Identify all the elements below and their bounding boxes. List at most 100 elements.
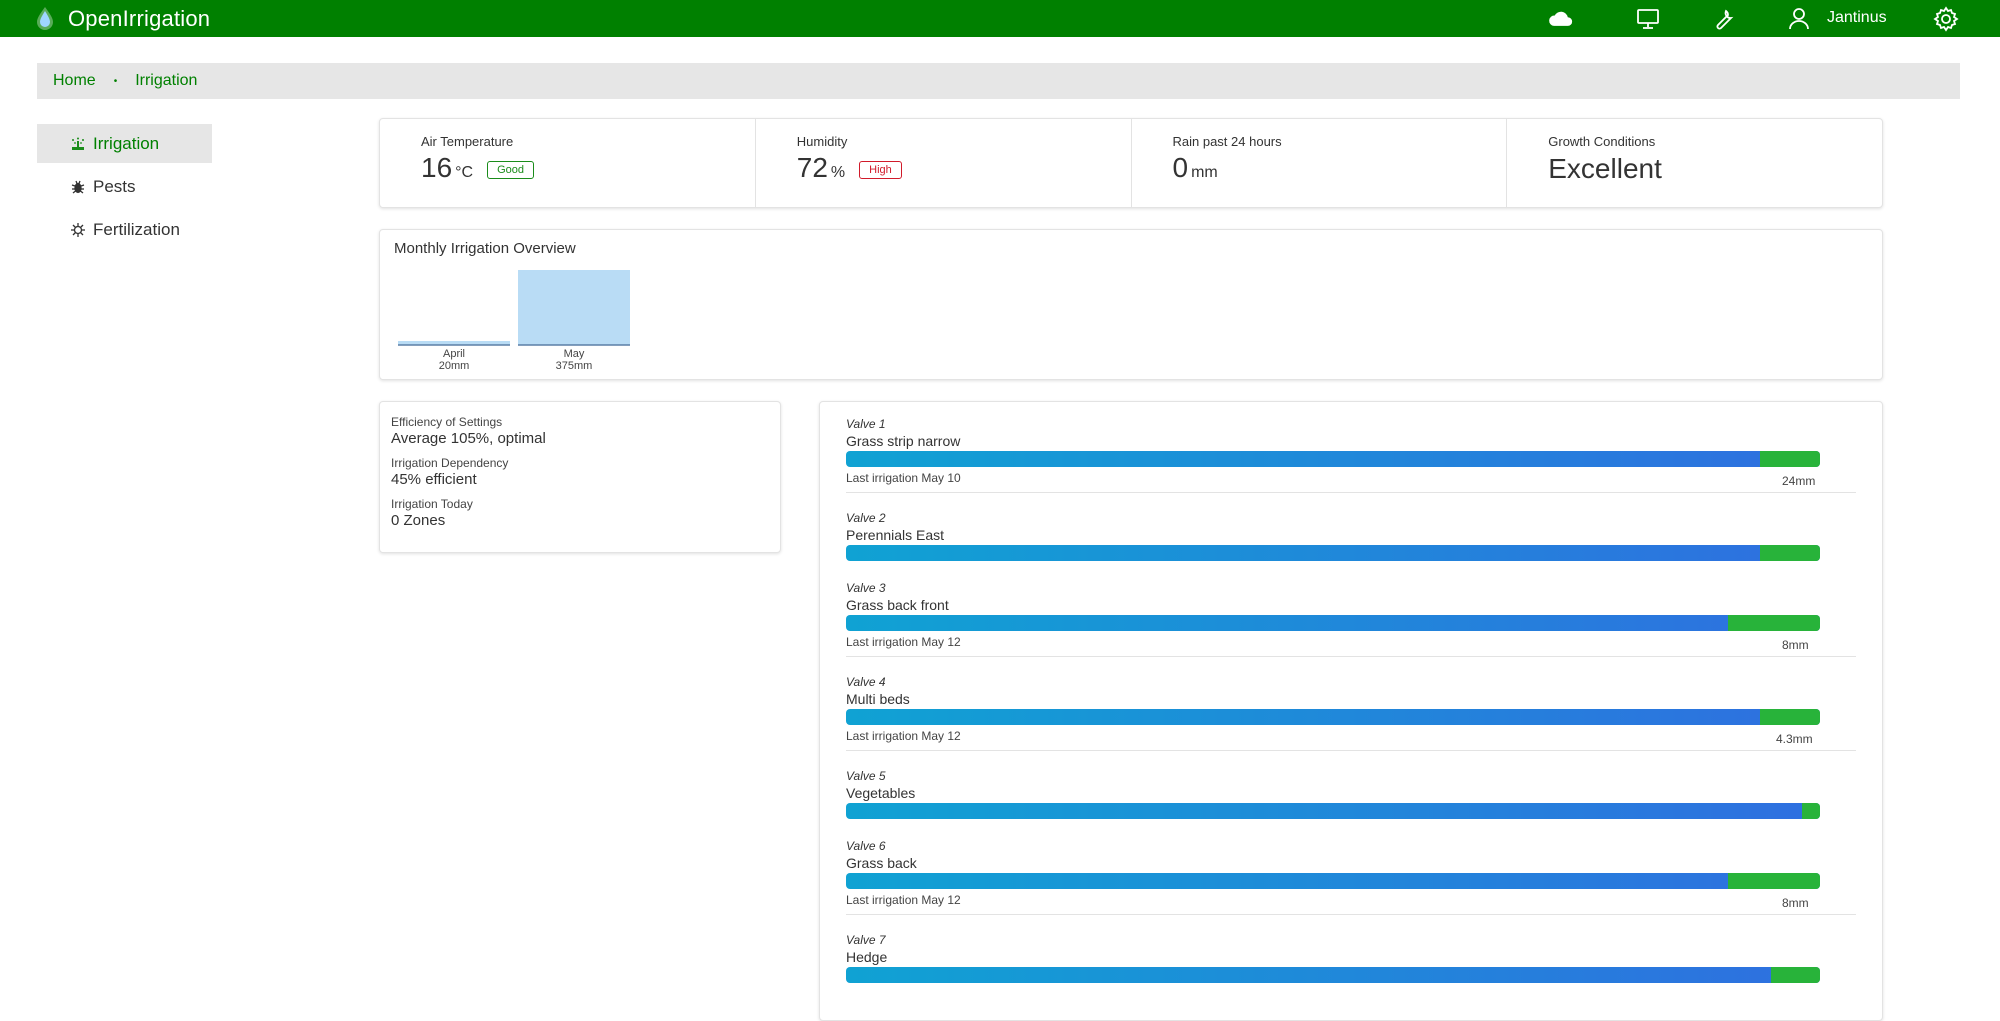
irrigation-summary-card: Efficiency of Settings Average 105%, opt… [379,401,781,553]
breadcrumb-current[interactable]: Irrigation [135,72,198,89]
divider [846,750,1856,751]
valve-name: Grass back front [846,597,949,613]
weather-stats-card: Air Temperature 16 °C Good Humidity 72 %… [379,118,1883,208]
sidebar-item-irrigation[interactable]: Irrigation [37,124,212,163]
wrench-icon[interactable] [1711,6,1737,32]
stat-label: Humidity [796,134,848,149]
stat-value: 72 [796,152,828,183]
dependency-value: 45% efficient [391,471,477,488]
valve-item[interactable]: Valve 7 Hedge [846,915,1856,983]
chart-tick-label: April [443,348,465,360]
last-irrigation: Last irrigation May 12 [846,635,961,649]
irrigation-amount: 8mm [1782,896,1809,910]
monthly-irrigation-chart-card: Monthly Irrigation Overview April 20mm May… [379,229,1883,380]
stat-label: Rain past 24 hours [1172,134,1282,149]
stat-value: 0 [1172,152,1189,183]
humidity-stat: Humidity 72 % High [756,119,1132,207]
sprinkler-icon [70,136,86,152]
weather-cloud-icon[interactable] [1547,6,1573,32]
sidebar-item-fertilization[interactable]: Fertilization [37,210,212,249]
valve-progress-fill [1801,803,1820,819]
bug-icon [70,179,86,195]
valve-progress-bar [846,803,1820,819]
monitor-icon[interactable] [1635,6,1661,32]
stat-unit: mm [1191,164,1218,181]
growth-conditions-stat: Growth Conditions Excellent [1507,119,1882,207]
valve-name: Hedge [846,949,888,965]
valve-number: Valve 7 [846,933,886,947]
valve-progress-fill [1759,451,1820,467]
chart-data-label: 375mm [556,360,593,372]
valve-item[interactable]: Valve 1 Grass strip narrow Last irrigati… [846,402,1856,493]
valve-item[interactable]: Valve 3 Grass back front Last irrigation… [846,561,1856,657]
valve-number: Valve 6 [846,839,886,853]
air-temperature-stat: Air Temperature 16 °C Good [380,119,756,207]
status-badge: Good [487,161,535,179]
valve-name: Grass back [846,855,917,871]
valve-name: Perennials East [846,527,945,543]
user-icon[interactable] [1786,6,1812,32]
chart-bar-april[interactable] [398,341,510,345]
status-badge: High [859,161,902,179]
valve-progress-fill [1771,967,1820,983]
last-irrigation: Last irrigation May 12 [846,729,961,743]
stat-label: Air Temperature [421,134,514,149]
valve-progress-fill [1728,873,1820,889]
rain-stat: Rain past 24 hours 0 mm [1132,119,1508,207]
valves-card: Valve 1 Grass strip narrow Last irrigati… [819,401,1883,1021]
valve-number: Valve 4 [846,675,886,689]
divider [846,492,1856,493]
efficiency-value: Average 105%, optimal [391,430,546,447]
last-irrigation: Last irrigation May 10 [846,471,961,485]
chart-tick-label: May [564,348,585,360]
valve-name: Vegetables [846,785,916,801]
valve-number: Valve 5 [846,769,886,783]
valve-progress-fill [1728,615,1820,631]
valve-progress-bar [846,615,1820,631]
valve-progress-bar [846,709,1820,725]
stat-value: Excellent [1548,153,1662,184]
sidebar: Irrigation Pests Fertilization [37,124,212,253]
today-value: 0 Zones [391,512,446,529]
water-drop-icon [37,6,53,30]
valve-progress-fill [1759,709,1820,725]
today-label: Irrigation Today [391,497,473,511]
irrigation-amount: 24mm [1782,474,1816,488]
virus-icon [70,222,86,238]
irrigation-amount: 8mm [1782,638,1809,652]
divider [846,914,1856,915]
chart-title: Monthly Irrigation Overview [394,240,576,257]
brand[interactable]: OpenIrrigation [34,6,210,32]
valve-progress-bar [846,873,1820,889]
valve-name: Multi beds [846,691,910,707]
breadcrumb-home[interactable]: Home [53,72,96,89]
top-navbar: OpenIrrigation Jantinus [0,0,2000,37]
irrigation-amount: 4.3mm [1776,732,1813,746]
sidebar-item-pests[interactable]: Pests [37,167,212,206]
settings-gear-icon[interactable] [1933,6,1959,32]
stat-unit: °C [455,164,474,181]
app-name: OpenIrrigation [68,5,211,31]
dependency-label: Irrigation Dependency [391,456,509,470]
valve-item[interactable]: Valve 4 Multi beds Last irrigation May 1… [846,657,1856,751]
valve-progress-bar [846,451,1820,467]
user-name[interactable]: Jantinus [1827,9,1887,26]
divider [846,656,1856,657]
valve-item[interactable]: Valve 6 Grass back Last irrigation May 1… [846,819,1856,915]
valve-name: Grass strip narrow [846,433,961,449]
valve-progress-fill [1759,545,1820,561]
valve-item[interactable]: Valve 5 Vegetables [846,751,1856,819]
valve-number: Valve 2 [846,511,886,525]
sidebar-item-label: Irrigation [93,133,160,153]
breadcrumb-separator: • [113,75,118,87]
valve-number: Valve 1 [846,417,886,431]
chart-bar-may[interactable] [518,270,630,345]
chart-data-label: 20mm [439,360,470,372]
stat-value: 16 [421,152,453,183]
sidebar-item-label: Pests [93,176,136,196]
valve-item[interactable]: Valve 2 Perennials East [846,493,1856,561]
sidebar-item-label: Fertilization [93,219,180,239]
breadcrumb: Home • Irrigation [37,63,1960,99]
stat-label: Growth Conditions [1548,134,1656,149]
